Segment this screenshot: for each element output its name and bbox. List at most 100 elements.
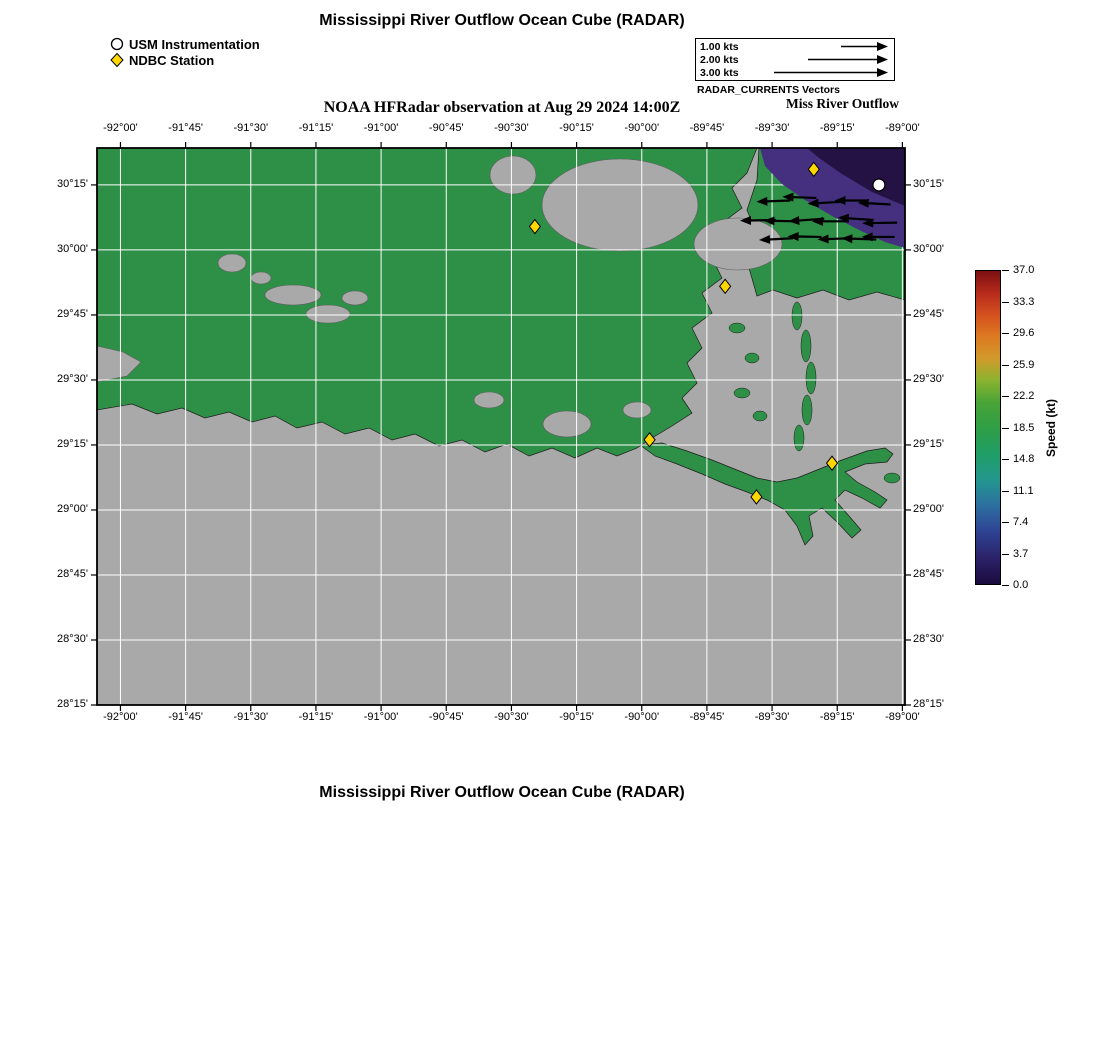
usm-circle-icon [110, 37, 124, 51]
miss-river-outflow-label: Miss River Outflow [786, 96, 899, 111]
current-vector-head [862, 218, 874, 228]
lat-tick-label: 28°15' [57, 698, 88, 710]
island [801, 394, 813, 426]
radar-core-region [807, 148, 905, 206]
colorbar-tick-label: 0.0 [1013, 579, 1029, 591]
vector-scale-arrow [774, 68, 888, 77]
colorbar-tick-label: 25.9 [1013, 358, 1035, 371]
map-canvas [91, 142, 911, 711]
vector-scale-caption: RADAR_CURRENTS Vectors [697, 84, 840, 96]
lake-shape [341, 290, 369, 306]
colorbar-tick-label: 37.0 [1013, 264, 1035, 276]
colorbar-tick-mark [1002, 333, 1009, 334]
current-vector-head [817, 234, 829, 244]
current-vector-head [788, 215, 800, 225]
colorbar-tick-mark [1002, 490, 1009, 492]
lake-shape [541, 158, 699, 252]
lake-shape [489, 155, 537, 195]
ndbc-station-marker [807, 161, 820, 178]
lake-shape [217, 253, 247, 273]
vector-scale-arrow [808, 55, 888, 64]
map-frame [96, 147, 906, 706]
colorbar-label: Speed (kt) [1044, 398, 1058, 458]
current-vector [851, 237, 877, 241]
current-vector [792, 195, 817, 200]
lat-tick-label: 29°15' [57, 437, 88, 450]
lon-tick-label: -89°00' [885, 711, 920, 723]
lat-tick-label: 30°15' [57, 177, 88, 190]
colorbar-tick-mark [1002, 270, 1009, 271]
colorbar-tick-mark [1002, 459, 1009, 460]
lon-tick-label: -89°30' [754, 122, 790, 134]
lon-tick-label: -91°00' [363, 711, 399, 723]
lat-tick-label: 28°30' [913, 632, 944, 645]
lon-tick-label: -89°15' [819, 122, 855, 134]
vector-scale-box: 1.00 kts 2.00 kts 3.00 kts [695, 38, 895, 81]
lake-shape [473, 391, 505, 409]
current-vector-head [739, 215, 752, 225]
colorbar-tick-label: 29.6 [1013, 327, 1035, 339]
ndbc-station-marker [750, 489, 763, 505]
lon-tick-label: -89°15' [819, 711, 855, 723]
current-vector-head [758, 234, 771, 244]
lon-tick-label: -90°45' [428, 711, 464, 723]
colorbar-tick-mark [1002, 585, 1009, 586]
lon-tick-label: -91°30' [233, 122, 269, 134]
lon-tick-label: -91°45' [168, 122, 203, 134]
vector-scale-label: 2.00 kts [700, 53, 739, 66]
vector-scale-row: 2.00 kts [700, 53, 890, 66]
current-vector-head [857, 198, 869, 208]
current-vector-head [787, 232, 799, 242]
colorbar-tick-label: 33.3 [1013, 295, 1035, 308]
lon-tick-label: -92°00' [103, 711, 138, 723]
current-vector-head [811, 216, 823, 226]
current-vector-head [837, 213, 850, 223]
lon-tick-label: -90°15' [559, 122, 594, 134]
current-vector [766, 199, 791, 203]
land-polygon [639, 442, 894, 546]
vector-scale-row: 3.00 kts [700, 66, 890, 79]
colorbar [975, 270, 1001, 585]
lon-tick-label: -90°45' [428, 122, 464, 134]
lake-shape [622, 401, 652, 419]
lon-tick-label: -90°30' [494, 122, 529, 134]
colorbar-gradient [976, 271, 1000, 584]
lat-tick-label: 29°00' [913, 502, 944, 515]
lon-tick-label: -89°45' [689, 122, 725, 134]
lat-tick-label: 30°15' [913, 177, 944, 190]
island [805, 361, 817, 395]
ndbc-diamond-icon [110, 53, 124, 67]
lon-tick-label: -89°45' [689, 711, 725, 723]
lat-tick-label: 28°30' [57, 632, 88, 645]
lon-tick-label: -90°30' [494, 711, 529, 723]
lat-tick-label: 29°45' [913, 307, 944, 320]
current-vector [847, 217, 874, 222]
current-vector-head [841, 234, 853, 244]
current-vector-head [807, 198, 819, 208]
lake-shape [693, 217, 783, 271]
colorbar-tick-mark [1002, 396, 1009, 397]
lat-tick-label: 29°45' [57, 307, 88, 320]
island [883, 472, 901, 484]
legend-usm-label: USM Instrumentation [129, 36, 260, 52]
colorbar-tick-label: 3.7 [1013, 547, 1029, 560]
colorbar-tick-label: 14.8 [1013, 453, 1035, 465]
island [744, 352, 760, 364]
bottom-title: Mississippi River Outflow Ocean Cube (RA… [319, 784, 685, 801]
lat-tick-label: 30°00' [913, 242, 944, 255]
colorbar-tick-mark [1002, 301, 1009, 303]
lake-shape [250, 271, 272, 285]
lon-tick-label: -90°00' [624, 711, 660, 723]
legend-ndbc-row: NDBC Station [110, 52, 260, 68]
lon-tick-label: -89°30' [754, 711, 790, 723]
vector-scale-label: 3.00 kts [700, 66, 739, 79]
lon-tick-label: -91°15' [298, 122, 334, 134]
current-vector [768, 237, 793, 241]
current-vector-head [756, 196, 768, 206]
lat-tick-label: 28°15' [913, 698, 944, 710]
island [793, 424, 805, 452]
colorbar-tick-label: 11.1 [1013, 484, 1034, 497]
colorbar-tick-mark [1002, 553, 1009, 555]
island [800, 329, 812, 363]
colorbar-tick-label: 22.2 [1013, 390, 1035, 402]
